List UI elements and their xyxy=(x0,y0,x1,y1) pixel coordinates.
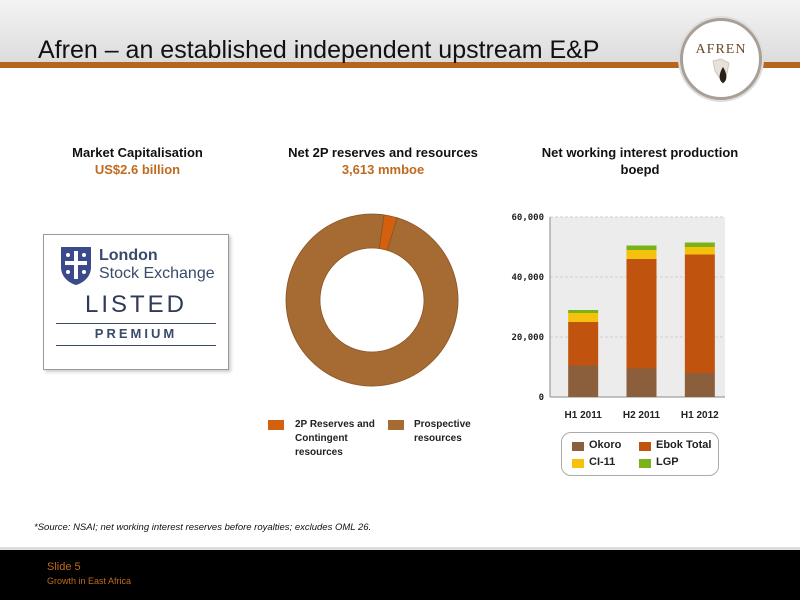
y-tick-label: 20,000 xyxy=(511,333,544,343)
production-unit: boepd xyxy=(620,162,660,177)
header-accent-band xyxy=(0,62,800,68)
y-tick-label: 0 xyxy=(539,393,544,403)
lse-listed-text: LISTED xyxy=(84,291,188,318)
legend-label-lgp: LGP xyxy=(656,456,679,468)
footer-bar xyxy=(0,550,800,600)
bar-segment-lgp xyxy=(568,310,599,313)
production-title: Net working interest production xyxy=(541,145,739,160)
bar-segment-ebok-total xyxy=(626,259,657,369)
lse-premium-text: PREMIUM xyxy=(94,326,178,341)
bar-segment-lgp xyxy=(684,242,715,247)
x-tick-label: H1 2011 xyxy=(565,410,603,421)
afren-logo: AFREN xyxy=(680,18,762,100)
footnote: *Source: NSAI; net working interest rese… xyxy=(34,522,372,533)
reserves-title: Net 2P reserves and resources xyxy=(288,145,478,160)
y-tick-label: 40,000 xyxy=(511,273,544,283)
legend-label-ci11: CI-11 xyxy=(589,456,616,468)
legend-label-2p: 2P Reserves and Contingent resources xyxy=(295,418,375,460)
x-tick-label: H1 2012 xyxy=(681,410,719,421)
footer-divider xyxy=(0,547,800,550)
legend-line: resources xyxy=(414,433,462,444)
legend-line: resources xyxy=(295,447,343,458)
legend-swatch-lgp xyxy=(639,459,651,468)
footer-subtitle: Growth in East Africa xyxy=(47,576,132,586)
header-bar xyxy=(0,0,800,62)
legend-swatch-ebok xyxy=(639,442,651,451)
reserves-value: 3,613 mmboe xyxy=(341,162,425,177)
slide-number: Slide 5 xyxy=(47,561,81,573)
bar-segment-ci-11 xyxy=(684,247,715,255)
x-tick-label: H2 2011 xyxy=(623,410,661,421)
legend-line: 2P Reserves and xyxy=(295,419,375,430)
legend-swatch-okoro xyxy=(572,442,584,451)
y-tick-label: 60,000 xyxy=(511,213,544,223)
market-cap-value: US$2.6 billion xyxy=(94,162,181,177)
legend-line: Prospective xyxy=(414,419,471,430)
production-legend: Okoro Ebok Total CI-11 LGP xyxy=(561,432,719,476)
market-cap-title: Market Capitalisation xyxy=(72,145,203,160)
divider xyxy=(56,323,216,324)
logo-text: AFREN xyxy=(695,42,747,57)
legend-swatch-ci11 xyxy=(572,459,584,468)
legend-label-okoro: Okoro xyxy=(589,439,622,451)
bar-segment-ci-11 xyxy=(568,313,599,322)
bar-segment-ebok-total xyxy=(568,322,599,366)
production-bar-chart: 0 20,000 40,000 60,000 H1 2011 H2 2011 H1 2012 xyxy=(511,213,725,421)
bar-segment-okoro xyxy=(568,365,599,397)
divider xyxy=(56,345,216,346)
bar-segment-ci-11 xyxy=(626,250,657,259)
legend-label-ebok: Ebok Total xyxy=(656,439,712,451)
lse-listed-badge: London Stock Exchange LISTED PREMIUM xyxy=(43,234,229,370)
bar-segment-okoro xyxy=(626,368,657,397)
slide-title: Afren – an established independent upstr… xyxy=(38,36,600,64)
bar-segment-lgp xyxy=(626,245,657,250)
legend-line: Contingent xyxy=(295,433,348,444)
lse-name-line2: Stock Exchange xyxy=(99,265,215,282)
bar-segment-okoro xyxy=(684,373,715,397)
lse-name-line1: London xyxy=(99,247,158,264)
legend-label-prospective: Prospective resources xyxy=(414,418,471,446)
bar-segment-ebok-total xyxy=(684,254,715,373)
donut-slice-1 xyxy=(285,213,459,387)
lse-crest-icon xyxy=(61,247,91,285)
legend-swatch-2p xyxy=(268,420,284,430)
reserves-donut-chart xyxy=(285,213,459,387)
africa-map-icon xyxy=(712,58,730,85)
legend-swatch-prospective xyxy=(388,420,404,430)
